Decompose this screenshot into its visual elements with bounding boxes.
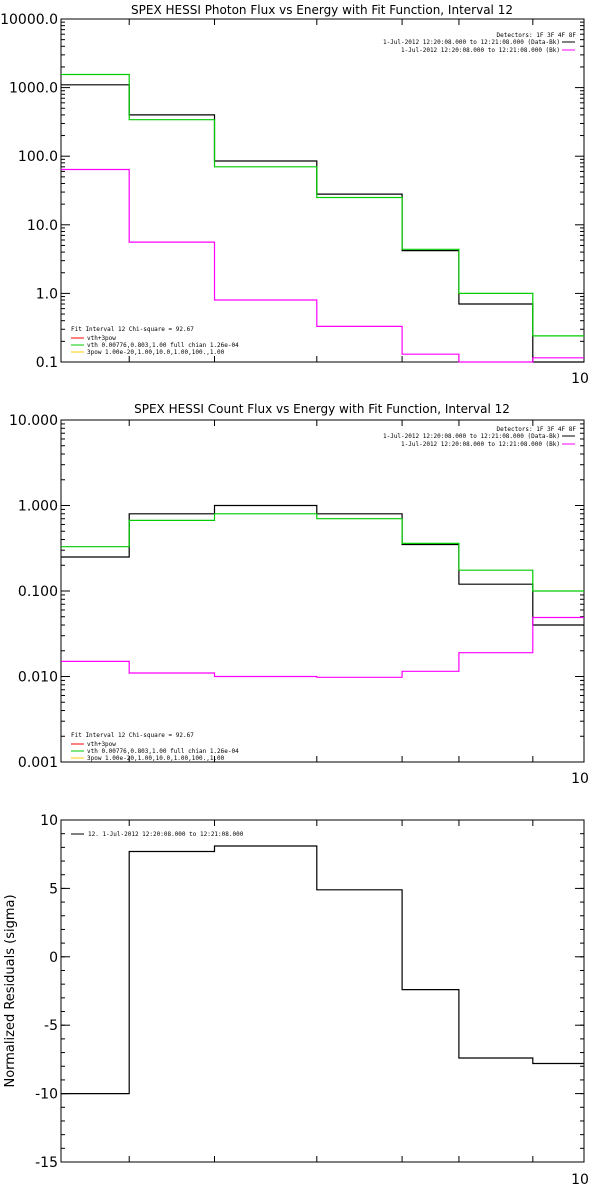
legend-entry-label: 12. 1-Jul-2012 12:20:08.000 to 12:21:08.… [88,831,244,838]
plot-frame [60,819,585,1163]
y-tick-label: 0.001 [18,755,58,771]
series-0-step-line [61,84,584,363]
legend-header: Fit Interval 12 Chi-square = 92.67 [71,326,194,333]
legend-entry-label: 3pow 1.00e-20,1.00,10.0,1.00,100.,1.00 [87,755,225,762]
y-tick-label: 0.1 [36,355,58,371]
chart-title: SPEX HESSI Photon Flux vs Energy with Fi… [131,3,513,17]
residuals-panel: 10 Normalized Residuals (sigma) 12. 1-Ju… [3,813,589,1188]
legend-bottom: Fit Interval 12 Chi-square = 92.67 vth+3… [71,732,239,762]
photon-flux-panel: SPEX HESSI Photon Flux vs Energy with Fi… [0,3,589,387]
y-axis-label: Normalized Residuals (sigma) [3,894,18,1087]
y-tick-label: 100.0 [18,149,58,165]
y-tick-label: 10000.0 [0,12,58,28]
series-1-step-line [61,73,584,337]
legend-entry-label: 3pow 1.00e-20,1.00,10.0,1.00,100.,1.00 [87,349,225,356]
y-tick-label: 1.000 [18,499,58,515]
plot-frame [60,18,585,363]
y-tick-label: 10.000 [9,413,58,429]
legend-header: Detectors: 1F 3F 4F 8F [497,426,577,433]
legend-header: Detectors: 1F 3F 4F 8F [497,32,577,39]
y-tick-label: -15 [35,1155,58,1171]
y-tick-label: -5 [44,1018,58,1034]
y-tick-label: 0.100 [18,584,58,600]
legend-entry-label: vth+3pow [87,335,116,342]
x-tick-label: 10 [571,1172,589,1188]
legend: 12. 1-Jul-2012 12:20:08.000 to 12:21:08.… [71,831,244,838]
legend-entry-label: 1-Jul-2012 12:20:08.000 to 12:21:08.000 … [383,39,560,46]
series-2-step-line [61,168,584,363]
x-tick-label: 10 [571,371,589,387]
series-0-step-line [61,845,584,1095]
y-tick-label: 10.0 [27,218,58,234]
legend-entry-label: 1-Jul-2012 12:20:08.000 to 12:21:08.000 … [401,47,560,54]
legend-entry-label: 1-Jul-2012 12:20:08.000 to 12:21:08.000 … [383,433,560,440]
legend-top: Detectors: 1F 3F 4F 8F 1-Jul-2012 12:20:… [383,426,576,448]
y-tick-label: -10 [35,1087,58,1103]
series-1-step-line [61,513,584,592]
series-2-step-line [61,616,584,678]
y-tick-label: 0 [49,950,58,966]
x-tick-label: 10 [571,771,589,787]
series-0-step-line [61,504,584,626]
y-tick-label: 1000.0 [9,81,58,97]
chart-title: SPEX HESSI Count Flux vs Energy with Fit… [134,402,510,416]
y-tick-label: 1.0 [36,286,58,302]
legend-bottom: Fit Interval 12 Chi-square = 92.67 vth+3… [71,326,239,356]
legend-entry-label: vth 0.00776,0.803,1.00 full chian 1.26e-… [87,342,239,349]
y-tick-label: 10 [40,813,58,829]
legend-entry-label: 1-Jul-2012 12:20:08.000 to 12:21:08.000 … [401,441,560,448]
y-tick-label: 0.010 [18,670,58,686]
y-tick-label: 5 [49,881,58,897]
legend-header: Fit Interval 12 Chi-square = 92.67 [71,732,194,739]
legend-entry-label: vth+3pow [87,741,116,748]
count-flux-panel: SPEX HESSI Count Flux vs Energy with Fit… [9,402,589,787]
legend-top: Detectors: 1F 3F 4F 8F 1-Jul-2012 12:20:… [383,32,576,54]
legend-entry-label: vth 0.00776,0.803,1.00 full chian 1.26e-… [87,748,239,755]
